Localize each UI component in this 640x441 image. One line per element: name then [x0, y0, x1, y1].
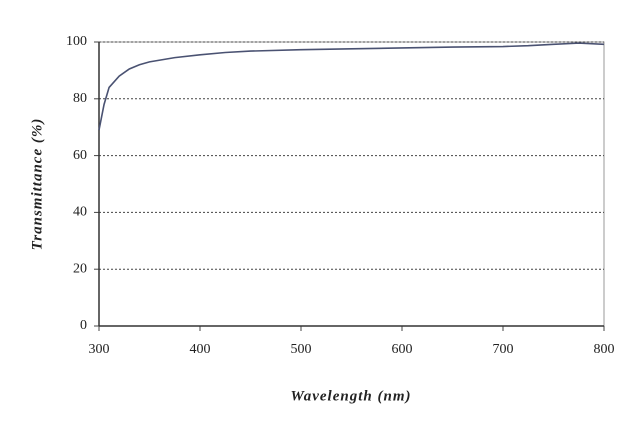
- x-tick-label: 500: [291, 342, 312, 357]
- x-axis-title: Wavelength (nm): [291, 388, 412, 404]
- y-tick-label: 100: [66, 34, 87, 49]
- data-line: [98, 42, 605, 131]
- x-tick-label: 300: [89, 342, 110, 357]
- y-tick-label: 40: [73, 205, 87, 220]
- y-axis-title: Transmittance (%): [29, 118, 45, 251]
- y-tick-label: 20: [73, 261, 87, 276]
- x-tick-label: 400: [190, 342, 211, 357]
- plot-frame: [98, 41, 605, 327]
- y-tick-label: 0: [80, 318, 87, 333]
- x-tick-label: 800: [594, 342, 615, 357]
- x-tick-label: 700: [493, 342, 514, 357]
- x-tick-label: 600: [392, 342, 413, 357]
- y-tick-label: 80: [73, 91, 87, 106]
- y-tick-label: 60: [73, 148, 87, 163]
